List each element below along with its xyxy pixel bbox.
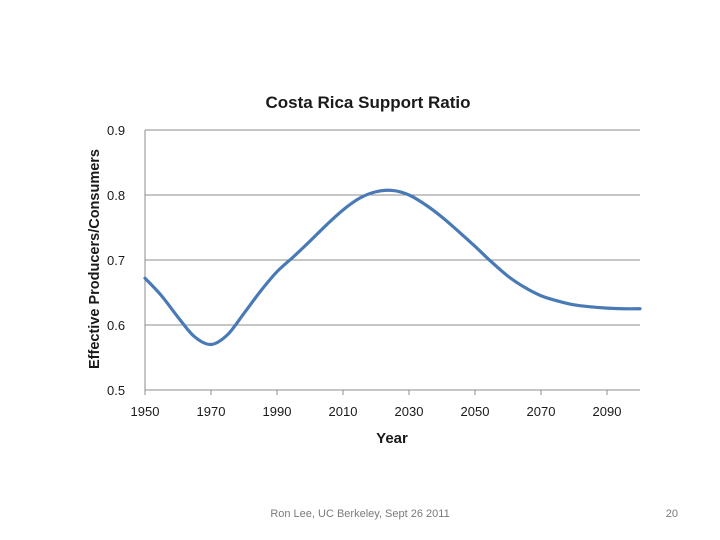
slide-number: 20 [665, 508, 678, 520]
x-tick-label: 1990 [263, 404, 292, 419]
chart: 0.5 0.6 0.7 0.8 0.9 1950 1970 1990 2010 2030 2050 2… [87, 93, 642, 447]
y-tick-label: 0.5 [107, 383, 125, 398]
x-tick-label: 1970 [197, 404, 226, 419]
y-tick-label: 0.9 [107, 123, 125, 138]
chart-title: Costa Rica Support Ratio [266, 93, 471, 112]
x-tick-label: 2030 [395, 404, 424, 419]
series [143, 188, 642, 347]
tick-labels: 0.5 0.6 0.7 0.8 0.9 1950 1970 1990 2010 2030 2050 2… [107, 123, 621, 419]
y-axis-label: Effective Producers/Consumers [87, 149, 103, 369]
y-tick-label: 0.7 [107, 253, 125, 268]
x-tick-label: 2050 [461, 404, 490, 419]
gridlines [145, 129, 640, 391]
x-tick-label: 2070 [527, 404, 556, 419]
axes [144, 130, 608, 395]
slide-footer: Ron Lee, UC Berkeley, Sept 26 2011 [270, 508, 450, 520]
series-line [143, 188, 642, 347]
x-tick-label: 1950 [131, 404, 160, 419]
x-tick-label: 2010 [329, 404, 358, 419]
x-tick-label: 2090 [593, 404, 622, 419]
y-tick-label: 0.6 [107, 318, 125, 333]
x-axis-label: Year [376, 430, 408, 447]
y-tick-label: 0.8 [107, 188, 125, 203]
